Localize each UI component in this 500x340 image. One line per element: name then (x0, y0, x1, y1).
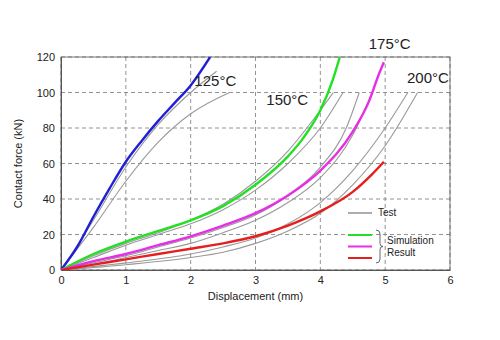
tick-label: 60 (43, 158, 55, 170)
y-axis: 0 20 40 60 80 100 120 (37, 51, 62, 276)
annotation: 125°C (194, 72, 236, 89)
tick-label: 20 (43, 229, 55, 241)
tick-label: 0 (58, 274, 64, 286)
series-line (61, 57, 340, 270)
series-line (61, 93, 333, 271)
tick: 20 (43, 229, 61, 241)
tick-label: 120 (37, 51, 55, 63)
annotation: 150°C (266, 91, 308, 108)
tick: 0 (58, 270, 64, 286)
axis-line (61, 58, 62, 271)
legend-brace (376, 230, 383, 263)
grid-line (61, 92, 450, 93)
tick: 3 (253, 270, 259, 286)
grid (61, 57, 450, 270)
tick: 40 (43, 193, 61, 205)
tick: 5 (383, 270, 389, 286)
tick: 60 (43, 158, 61, 170)
legend-swatch (348, 257, 372, 259)
tick: 80 (43, 122, 61, 134)
legend-label: SimulationResult (387, 234, 434, 257)
tick: 4 (318, 270, 324, 286)
y-axis-title: Contact force (kN) (12, 119, 24, 208)
series-line (61, 162, 384, 270)
tick-label: 6 (447, 274, 453, 286)
annotation: 200°C (407, 69, 449, 86)
axis-line (62, 270, 451, 271)
tick: 6 (447, 270, 453, 286)
tick: 1 (123, 270, 129, 286)
tick-label: 40 (43, 193, 55, 205)
tick-label: 4 (318, 274, 324, 286)
tick-label: 100 (37, 87, 55, 99)
tick-label: 3 (253, 274, 259, 286)
legend-swatch (348, 234, 372, 236)
x-axis: 0 1 2 3 4 5 6 (58, 270, 453, 286)
tick: 120 (37, 51, 61, 63)
x-axis-title: Displacement (mm) (208, 290, 303, 302)
tick-label: 0 (49, 264, 55, 276)
plot: 0123456020406080100120 (37, 51, 454, 286)
series-line (61, 62, 384, 270)
legend-label: Test (378, 207, 397, 218)
legend-swatch (348, 246, 372, 248)
plot-frame (61, 57, 450, 270)
legend: Test SimulationResult (348, 207, 434, 263)
tick-label: 5 (383, 274, 389, 286)
grid-line (61, 199, 450, 200)
series-line (61, 93, 230, 271)
series-line (61, 93, 343, 271)
chart: 0123456020406080100120Displacement (mm)C… (0, 0, 500, 340)
annotation: 175°C (369, 35, 411, 52)
tick: 2 (188, 270, 194, 286)
tick-label: 2 (188, 274, 194, 286)
grid-line (61, 163, 450, 164)
legend-swatch (348, 212, 372, 214)
grid-line (61, 128, 450, 129)
series-lines (61, 57, 418, 270)
tick: 100 (37, 87, 61, 99)
annotations: 125°C 150°C 175°C 200°C (194, 35, 449, 109)
tick-label: 80 (43, 122, 55, 134)
tick: 0 (49, 264, 61, 276)
tick-label: 1 (123, 274, 129, 286)
